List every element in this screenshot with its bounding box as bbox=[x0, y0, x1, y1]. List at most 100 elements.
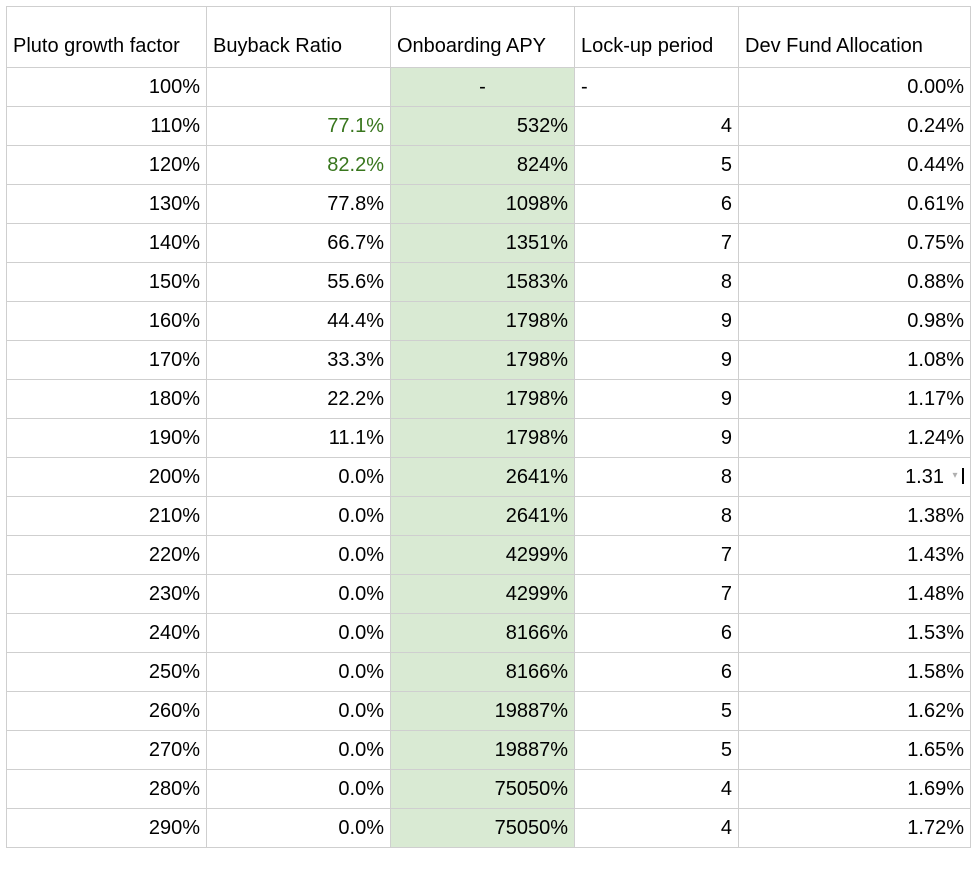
cell-buyback-ratio[interactable]: 0.0% bbox=[206, 730, 391, 770]
cell-pluto-growth-factor[interactable]: 110% bbox=[6, 106, 207, 146]
cell-onboarding-apy[interactable]: 19887% bbox=[390, 730, 575, 770]
cell-onboarding-apy[interactable]: - bbox=[390, 67, 575, 107]
cell-lockup-period[interactable]: - bbox=[574, 67, 739, 107]
cell-lockup-period[interactable]: 5 bbox=[574, 730, 739, 770]
cell-lockup-period[interactable]: 7 bbox=[574, 574, 739, 614]
cell-dev-fund-allocation[interactable]: 1.43% bbox=[738, 535, 971, 575]
cell-lockup-period[interactable]: 9 bbox=[574, 418, 739, 458]
cell-buyback-ratio[interactable]: 0.0% bbox=[206, 691, 391, 731]
cell-dev-fund-allocation[interactable]: 0.61% bbox=[738, 184, 971, 224]
cell-pluto-growth-factor[interactable]: 190% bbox=[6, 418, 207, 458]
cell-buyback-ratio[interactable]: 11.1% bbox=[206, 418, 391, 458]
cell-dev-fund-allocation[interactable]: 1.08% bbox=[738, 340, 971, 380]
cell-onboarding-apy[interactable]: 1798% bbox=[390, 301, 575, 341]
cell-buyback-ratio[interactable]: 22.2% bbox=[206, 379, 391, 419]
cell-pluto-growth-factor[interactable]: 250% bbox=[6, 652, 207, 692]
cell-dev-fund-allocation[interactable]: 1.31 ▾ bbox=[738, 457, 971, 497]
cell-buyback-ratio[interactable]: 0.0% bbox=[206, 652, 391, 692]
cell-buyback-ratio[interactable]: 0.0% bbox=[206, 496, 391, 536]
cell-onboarding-apy[interactable]: 2641% bbox=[390, 457, 575, 497]
cell-onboarding-apy[interactable]: 532% bbox=[390, 106, 575, 146]
cell-pluto-growth-factor[interactable]: 120% bbox=[6, 145, 207, 185]
cell-onboarding-apy[interactable]: 8166% bbox=[390, 652, 575, 692]
header-lockup-period[interactable]: Lock-up period bbox=[574, 6, 739, 68]
cell-onboarding-apy[interactable]: 2641% bbox=[390, 496, 575, 536]
cell-pluto-growth-factor[interactable]: 140% bbox=[6, 223, 207, 263]
cell-buyback-ratio[interactable]: 82.2% bbox=[206, 145, 391, 185]
cell-dev-fund-allocation[interactable]: 1.53% bbox=[738, 613, 971, 653]
cell-pluto-growth-factor[interactable]: 290% bbox=[6, 808, 207, 848]
cell-dev-fund-allocation[interactable]: 1.72% bbox=[738, 808, 971, 848]
cell-buyback-ratio[interactable]: 55.6% bbox=[206, 262, 391, 302]
cell-onboarding-apy[interactable]: 1098% bbox=[390, 184, 575, 224]
cell-onboarding-apy[interactable]: 4299% bbox=[390, 535, 575, 575]
cell-lockup-period[interactable]: 9 bbox=[574, 301, 739, 341]
cell-onboarding-apy[interactable]: 1583% bbox=[390, 262, 575, 302]
cell-dev-fund-allocation[interactable]: 0.24% bbox=[738, 106, 971, 146]
cell-buyback-ratio[interactable]: 0.0% bbox=[206, 613, 391, 653]
cell-buyback-ratio[interactable]: 0.0% bbox=[206, 769, 391, 809]
cell-lockup-period[interactable]: 7 bbox=[574, 223, 739, 263]
cell-pluto-growth-factor[interactable]: 220% bbox=[6, 535, 207, 575]
chevron-down-icon[interactable]: ▾ bbox=[948, 468, 964, 484]
cell-onboarding-apy[interactable]: 8166% bbox=[390, 613, 575, 653]
cell-lockup-period[interactable]: 7 bbox=[574, 535, 739, 575]
cell-dev-fund-allocation[interactable]: 1.69% bbox=[738, 769, 971, 809]
cell-pluto-growth-factor[interactable]: 150% bbox=[6, 262, 207, 302]
cell-lockup-period[interactable]: 6 bbox=[574, 184, 739, 224]
cell-pluto-growth-factor[interactable]: 280% bbox=[6, 769, 207, 809]
cell-buyback-ratio[interactable]: 77.8% bbox=[206, 184, 391, 224]
cell-buyback-ratio[interactable]: 66.7% bbox=[206, 223, 391, 263]
cell-buyback-ratio[interactable]: 77.1% bbox=[206, 106, 391, 146]
cell-buyback-ratio[interactable]: 0.0% bbox=[206, 535, 391, 575]
header-dev-fund-allocation[interactable]: Dev Fund Allocation bbox=[738, 6, 971, 68]
cell-dev-fund-allocation[interactable]: 1.38% bbox=[738, 496, 971, 536]
cell-onboarding-apy[interactable]: 1798% bbox=[390, 379, 575, 419]
cell-lockup-period[interactable]: 5 bbox=[574, 691, 739, 731]
cell-pluto-growth-factor[interactable]: 160% bbox=[6, 301, 207, 341]
cell-dev-fund-allocation[interactable]: 1.62% bbox=[738, 691, 971, 731]
cell-lockup-period[interactable]: 4 bbox=[574, 106, 739, 146]
cell-onboarding-apy[interactable]: 1798% bbox=[390, 418, 575, 458]
cell-lockup-period[interactable]: 5 bbox=[574, 145, 739, 185]
cell-lockup-period[interactable]: 8 bbox=[574, 457, 739, 497]
cell-pluto-growth-factor[interactable]: 130% bbox=[6, 184, 207, 224]
cell-lockup-period[interactable]: 8 bbox=[574, 262, 739, 302]
header-buyback-ratio[interactable]: Buyback Ratio bbox=[206, 6, 391, 68]
cell-dev-fund-allocation[interactable]: 1.48% bbox=[738, 574, 971, 614]
cell-dev-fund-allocation[interactable]: 0.75% bbox=[738, 223, 971, 263]
cell-pluto-growth-factor[interactable]: 170% bbox=[6, 340, 207, 380]
cell-pluto-growth-factor[interactable]: 270% bbox=[6, 730, 207, 770]
header-pluto-growth-factor[interactable]: Pluto growth factor bbox=[6, 6, 207, 68]
cell-onboarding-apy[interactable]: 19887% bbox=[390, 691, 575, 731]
cell-dev-fund-allocation[interactable]: 1.24% bbox=[738, 418, 971, 458]
cell-buyback-ratio[interactable]: 0.0% bbox=[206, 808, 391, 848]
cell-dev-fund-allocation[interactable]: 1.17% bbox=[738, 379, 971, 419]
cell-dev-fund-allocation[interactable]: 0.98% bbox=[738, 301, 971, 341]
cell-dev-fund-allocation[interactable]: 0.88% bbox=[738, 262, 971, 302]
cell-pluto-growth-factor[interactable]: 180% bbox=[6, 379, 207, 419]
cell-buyback-ratio[interactable]: 33.3% bbox=[206, 340, 391, 380]
cell-buyback-ratio[interactable]: 0.0% bbox=[206, 574, 391, 614]
cell-pluto-growth-factor[interactable]: 230% bbox=[6, 574, 207, 614]
cell-buyback-ratio[interactable]: 0.0% bbox=[206, 457, 391, 497]
cell-dev-fund-allocation[interactable]: 1.65% bbox=[738, 730, 971, 770]
cell-lockup-period[interactable]: 9 bbox=[574, 379, 739, 419]
cell-buyback-ratio[interactable] bbox=[206, 67, 391, 107]
cell-onboarding-apy[interactable]: 1798% bbox=[390, 340, 575, 380]
cell-onboarding-apy[interactable]: 75050% bbox=[390, 769, 575, 809]
cell-onboarding-apy[interactable]: 75050% bbox=[390, 808, 575, 848]
cell-pluto-growth-factor[interactable]: 240% bbox=[6, 613, 207, 653]
cell-onboarding-apy[interactable]: 824% bbox=[390, 145, 575, 185]
cell-dev-fund-allocation[interactable]: 0.00% bbox=[738, 67, 971, 107]
cell-dev-fund-allocation[interactable]: 1.58% bbox=[738, 652, 971, 692]
cell-onboarding-apy[interactable]: 1351% bbox=[390, 223, 575, 263]
cell-lockup-period[interactable]: 6 bbox=[574, 613, 739, 653]
cell-pluto-growth-factor[interactable]: 200% bbox=[6, 457, 207, 497]
cell-lockup-period[interactable]: 4 bbox=[574, 808, 739, 848]
cell-pluto-growth-factor[interactable]: 210% bbox=[6, 496, 207, 536]
header-onboarding-apy[interactable]: Onboarding APY bbox=[390, 6, 575, 68]
cell-onboarding-apy[interactable]: 4299% bbox=[390, 574, 575, 614]
cell-pluto-growth-factor[interactable]: 260% bbox=[6, 691, 207, 731]
cell-lockup-period[interactable]: 8 bbox=[574, 496, 739, 536]
